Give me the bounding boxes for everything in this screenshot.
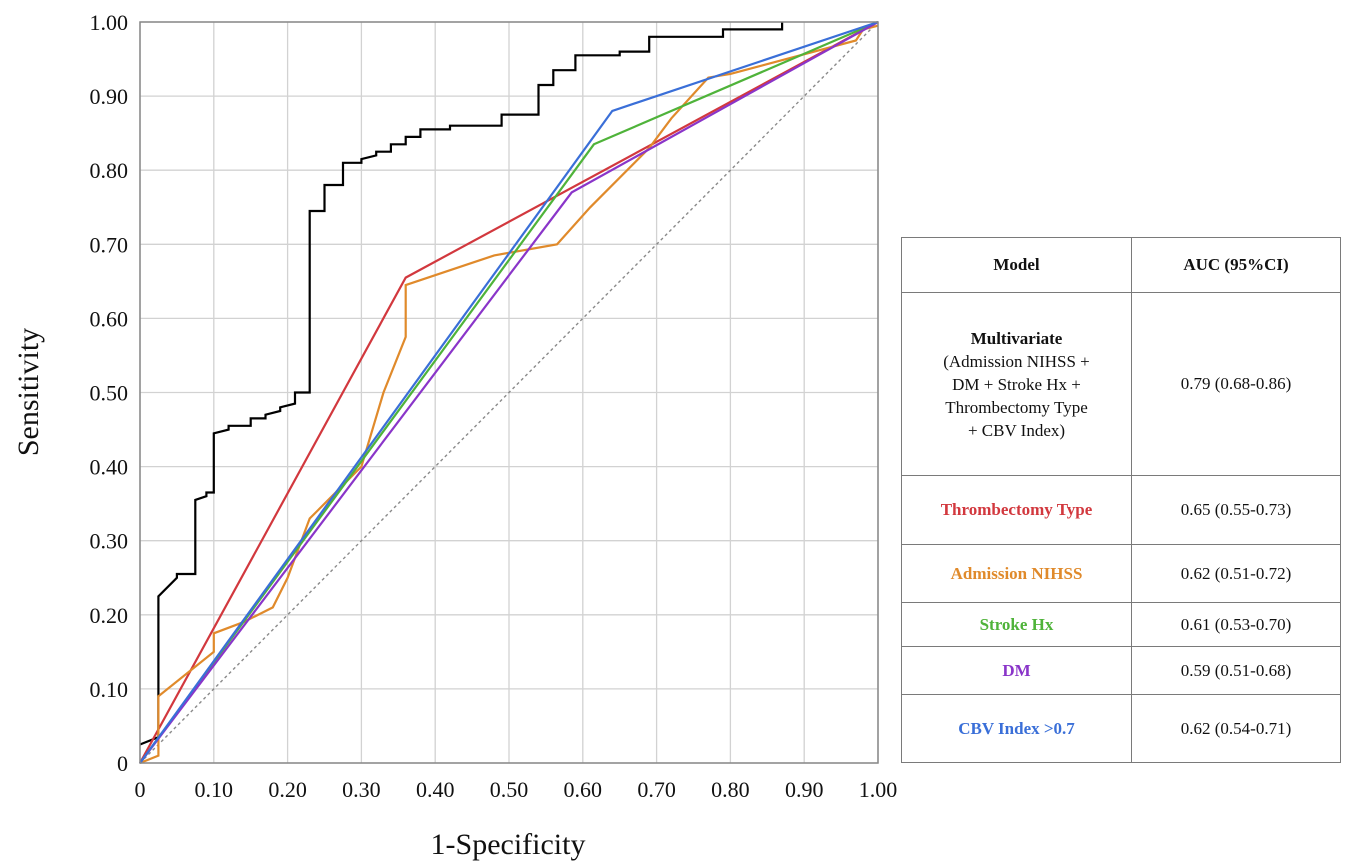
auc-cell: 0.79 (0.68-0.86) <box>1131 292 1341 476</box>
y-tick-label: 0.30 <box>90 529 129 554</box>
plot-frame <box>139 21 879 764</box>
roc-curve-2 <box>139 24 879 765</box>
roc-curve-1 <box>139 21 879 764</box>
table-row: Thrombectomy Type 0.65 (0.55-0.73) <box>901 475 1341 545</box>
header-auc: AUC (95%CI) <box>1131 237 1341 293</box>
x-tick-label: 1.00 <box>859 777 898 802</box>
x-tick-label: 0.80 <box>711 777 750 802</box>
table-row: Admission NIHSS 0.62 (0.51-0.72) <box>901 544 1341 603</box>
model-cell: CBV Index >0.7 <box>901 694 1132 763</box>
y-tick-label: 0.90 <box>90 84 129 109</box>
reference-diagonal-line <box>139 21 879 764</box>
model-detail-line: Thrombectomy Type <box>945 397 1088 417</box>
y-tick-label: 0.70 <box>90 232 129 257</box>
auc-cell: 0.65 (0.55-0.73) <box>1131 475 1341 545</box>
auc-cell: 0.59 (0.51-0.68) <box>1131 646 1341 695</box>
roc-chart: 0 0.10 0.20 0.30 0.40 0.50 0.60 0.70 0.80 0.90 1.0… <box>12 10 898 861</box>
model-detail-line: + CBV Index) <box>967 420 1066 440</box>
x-tick-labels: 0 0.10 0.20 0.30 0.40 0.50 0.60 0.70 0.80 0.90 1.0… <box>135 777 898 802</box>
y-tick-label: 0.80 <box>90 158 129 183</box>
x-axis-title: 1-Specificity <box>431 828 586 861</box>
model-detail-line: (Admission NIHSS + <box>943 351 1090 371</box>
x-tick-label: 0.70 <box>637 777 676 802</box>
auc-cell: 0.62 (0.51-0.72) <box>1131 544 1341 603</box>
x-tick-label: 0.20 <box>268 777 307 802</box>
x-tick-label: 0 <box>135 777 146 802</box>
auc-cell: 0.62 (0.54-0.71) <box>1131 694 1341 763</box>
y-tick-label: 0.60 <box>90 306 129 331</box>
table-row: CBV Index >0.7 0.62 (0.54-0.71) <box>901 694 1341 763</box>
model-name: Multivariate <box>970 328 1063 348</box>
model-cell: Stroke Hx <box>901 602 1132 647</box>
y-axis-title: Sensitivity <box>12 328 45 456</box>
chart-series-group <box>139 20 879 765</box>
roc-curve-3 <box>139 20 879 764</box>
x-tick-label: 0.10 <box>195 777 234 802</box>
roc-curve-0 <box>139 22 784 746</box>
x-tick-label: 0.30 <box>342 777 381 802</box>
y-tick-label: 0.50 <box>90 381 129 406</box>
header-model: Model <box>901 237 1132 293</box>
auc-table: Model AUC (95%CI) Multivariate (Admissio… <box>901 237 1341 763</box>
table-row: Stroke Hx 0.61 (0.53-0.70) <box>901 602 1341 647</box>
y-tick-label: 0.40 <box>90 455 129 480</box>
model-cell: DM <box>901 646 1132 695</box>
x-tick-label: 0.40 <box>416 777 455 802</box>
model-detail-line: DM + Stroke Hx + <box>952 374 1081 394</box>
table-row: Multivariate (Admission NIHSS + DM + Str… <box>901 292 1341 476</box>
y-tick-label: 0.20 <box>90 603 129 628</box>
model-cell: Admission NIHSS <box>901 544 1132 603</box>
x-tick-label: 0.90 <box>785 777 824 802</box>
auc-cell: 0.61 (0.53-0.70) <box>1131 602 1341 647</box>
x-tick-label: 0.50 <box>490 777 529 802</box>
y-tick-labels: 0 0.10 0.20 0.30 0.40 0.50 0.60 0.70 0.80 0.90 1.0… <box>90 10 129 776</box>
table-header-row: Model AUC (95%CI) <box>901 237 1341 293</box>
model-cell: Multivariate (Admission NIHSS + DM + Str… <box>901 292 1132 476</box>
x-tick-label: 0.60 <box>564 777 603 802</box>
y-tick-label: 0 <box>117 751 128 776</box>
model-cell: Thrombectomy Type <box>901 475 1132 545</box>
y-tick-label: 0.10 <box>90 677 129 702</box>
y-tick-label: 1.00 <box>90 10 129 35</box>
roc-curve-5 <box>139 20 879 764</box>
roc-curve-4 <box>139 21 879 764</box>
table-row: DM 0.59 (0.51-0.68) <box>901 646 1341 695</box>
